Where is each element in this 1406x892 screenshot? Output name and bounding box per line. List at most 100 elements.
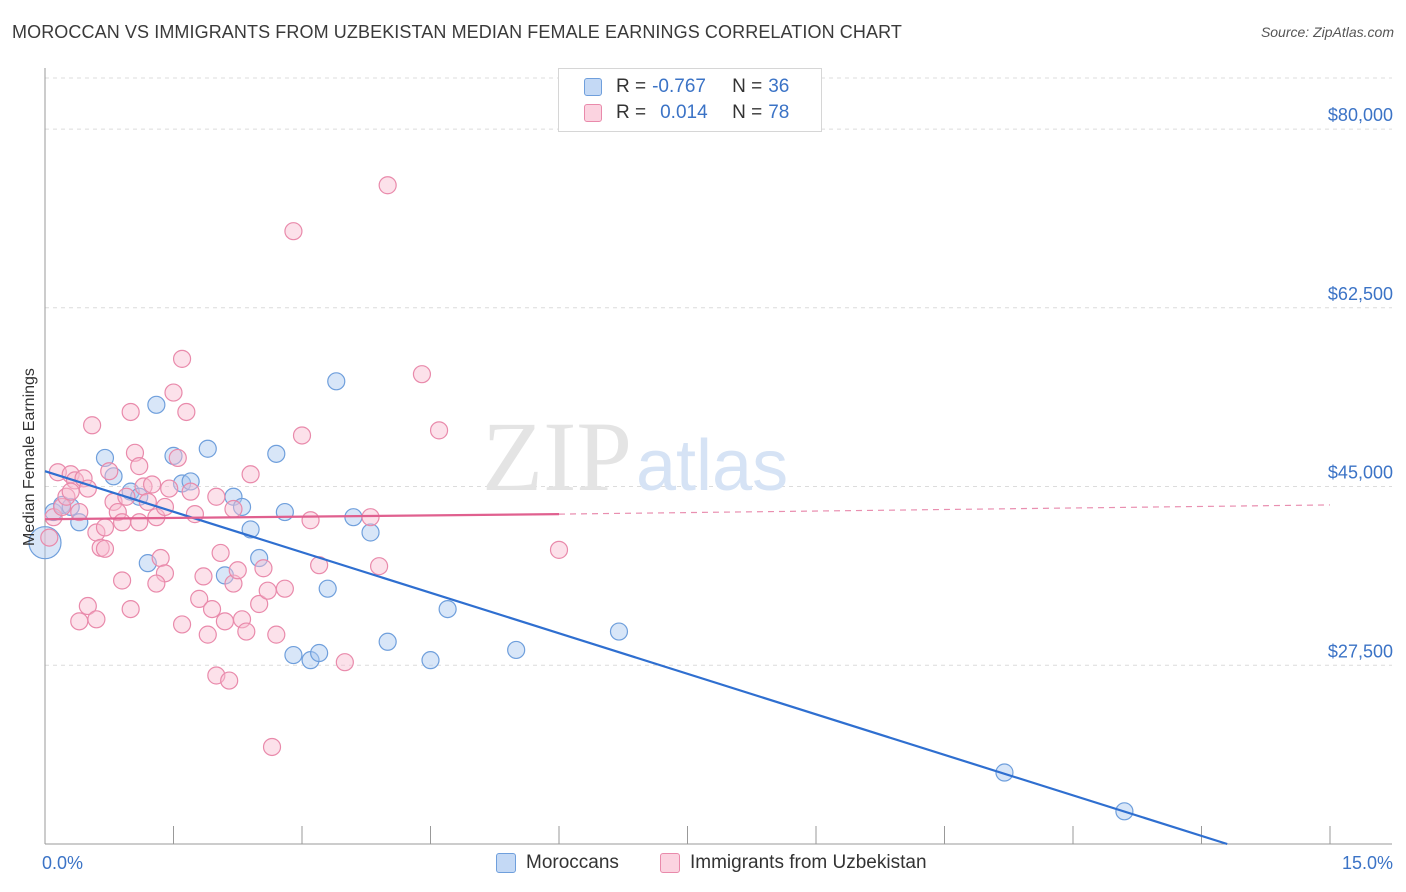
uzbekistan-point	[70, 612, 89, 631]
uzbekistan-point	[211, 543, 230, 563]
uzbekistan-point	[142, 475, 162, 494]
legend-label-moroccans: Moroccans	[526, 852, 619, 873]
moroccan-point	[378, 632, 397, 651]
uzbekistan-point	[112, 513, 132, 532]
uzbekistan-point	[224, 499, 243, 519]
moroccan-point	[507, 640, 526, 660]
moroccan-point	[361, 523, 380, 542]
moroccan-point	[421, 651, 440, 670]
correlation-legend: R = -0.767 N = 36 R = 0.014 N = 78	[558, 68, 822, 132]
uzbekistan-point	[172, 615, 192, 634]
uzbekistan-point	[108, 502, 127, 522]
moroccan-point	[275, 502, 294, 522]
moroccan-point	[310, 643, 329, 663]
y-tick-label: $45,000	[1328, 463, 1393, 483]
moroccan-point	[995, 763, 1014, 782]
uzbekistan-point	[194, 567, 213, 586]
source-label: Source: ZipAtlas.com	[1260, 24, 1394, 40]
r-value: -0.767	[652, 76, 706, 97]
uzbekistan-point	[160, 479, 179, 498]
uzbekistan-point	[40, 528, 59, 547]
uzbekistan-point	[241, 465, 260, 484]
series-legend: Moroccans Immigrants from Uzbekistan	[0, 852, 1406, 876]
legend-item-moroccans[interactable]: Moroccans	[496, 852, 619, 874]
moroccan-point	[28, 526, 62, 560]
uzbekistan-point	[412, 365, 432, 384]
x-tick-label: 0.0%	[42, 853, 83, 873]
uzbekistan-point	[215, 612, 234, 631]
uzbekistan-point	[429, 421, 449, 440]
uzbekistan-point	[78, 596, 97, 616]
uzbekistan-point	[361, 508, 380, 527]
uzbekistan-point	[61, 482, 80, 501]
moroccan-point	[147, 395, 166, 414]
uzbekistan-point	[70, 502, 89, 522]
uzbekistan-point	[130, 513, 149, 532]
moroccan-point	[318, 579, 337, 598]
trend-lines	[44, 470, 1331, 846]
r-label: R =	[616, 76, 647, 97]
watermark: ZIP atlas	[482, 401, 788, 512]
y-axis-label: Median Female Earnings	[21, 368, 38, 546]
uzbekistan-point	[95, 518, 115, 537]
watermark-atlas: atlas	[636, 426, 788, 506]
legend-swatch-pink	[584, 104, 602, 122]
uzbekistan-point	[335, 653, 354, 672]
legend-swatch-blue	[584, 78, 602, 96]
uzbekistan-point	[254, 559, 273, 578]
moroccan-point	[438, 599, 457, 619]
moroccan-point	[198, 439, 217, 458]
x-tick-label: 15.0%	[1342, 853, 1393, 873]
uzbekistan-point	[284, 222, 303, 241]
legend-label-uzbekistan: Immigrants from Uzbekistan	[690, 852, 927, 873]
y-tick-label: $80,000	[1328, 105, 1393, 125]
legend-row-moroccans: R = -0.767 N = 36	[584, 75, 789, 99]
r-value: 0.014	[660, 102, 708, 123]
uzbekistan-point	[202, 599, 222, 619]
data-points	[28, 176, 1134, 821]
uzbekistan-point	[53, 497, 72, 517]
moroccan-point	[181, 472, 200, 491]
legend-item-uzbekistan[interactable]: Immigrants from Uzbekistan	[660, 852, 927, 874]
y-tick-label: $62,500	[1328, 284, 1393, 304]
uzbekistan-point	[121, 402, 140, 422]
watermark-zip: ZIP	[482, 401, 632, 512]
uzbekistan-point	[164, 383, 183, 402]
uzbekistan-point	[83, 416, 102, 435]
grid	[45, 77, 1392, 666]
uzbekistan-point	[250, 594, 269, 614]
moroccan-point	[250, 548, 269, 568]
uzbekistan-point	[177, 402, 196, 422]
legend-swatch-blue	[496, 853, 516, 873]
moroccan-point	[609, 622, 629, 641]
uzbekistan-point	[130, 457, 149, 476]
uzbekistan-trend-line	[44, 513, 560, 521]
moroccan-point	[130, 487, 149, 506]
uzbekistan-point	[112, 571, 132, 590]
uzbekistan-point	[151, 548, 170, 568]
n-value: 36	[768, 76, 790, 97]
uzbekistan-point	[220, 671, 239, 690]
moroccan-trend-line	[44, 470, 1228, 846]
n-label: N =	[732, 76, 763, 97]
legend-row-uzbekistan: R = 0.014 N = 78	[584, 101, 789, 125]
uzbekistan-point	[258, 581, 277, 600]
uzbekistan-point	[262, 737, 282, 757]
uzbekistan-point	[267, 625, 286, 644]
uzbekistan-point	[198, 625, 217, 644]
uzbekistan-point	[292, 426, 312, 445]
y-tick-label: $27,500	[1328, 641, 1393, 661]
uzbekistan-point	[168, 448, 187, 468]
n-value: 78	[768, 102, 790, 123]
legend-swatch-pink	[660, 853, 680, 873]
uzbekistan-point	[207, 487, 226, 506]
uzbekistan-point	[87, 610, 106, 629]
uzbekistan-trend-extension	[558, 504, 1331, 515]
uzbekistan-point	[237, 622, 256, 641]
r-label: R =	[616, 102, 647, 123]
uzbekistan-point	[181, 482, 200, 501]
uzbekistan-point	[95, 539, 115, 558]
uzbekistan-point	[275, 579, 294, 598]
uzbekistan-point	[172, 349, 192, 368]
